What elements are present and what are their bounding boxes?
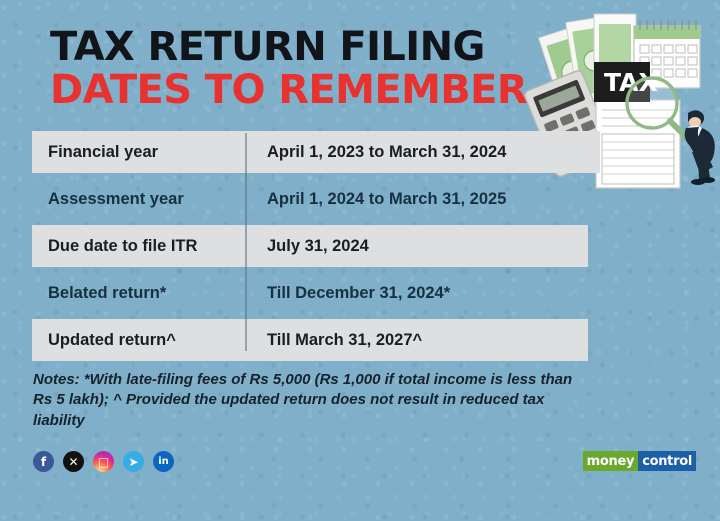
logo-control-part: control: [638, 451, 696, 471]
table-column-divider: [245, 133, 247, 351]
row-label: Due date to file ITR: [48, 236, 198, 255]
moneycontrol-logo: money control: [582, 451, 696, 471]
row-value: Till December 31, 2024*: [267, 283, 451, 302]
row-value: Till March 31, 2027^: [267, 330, 423, 349]
table-row: Belated return* Till December 31, 2024*: [32, 272, 588, 314]
dates-table: Financial year April 1, 2023 to March 31,…: [32, 131, 600, 366]
notes-text: Notes: *With late-filing fees of Rs 5,00…: [33, 371, 573, 429]
page-title: TAX RETURN FILING DATES TO REMEMBER: [50, 24, 528, 113]
magnifying-glass-icon: [625, 76, 687, 138]
facebook-icon[interactable]: f: [33, 451, 54, 472]
instagram-icon[interactable]: □: [93, 451, 114, 472]
tax-illustration: TAX: [524, 13, 715, 189]
tax-form-icon: [595, 99, 681, 189]
table-row: Updated return^ Till March 31, 2027^: [32, 319, 588, 361]
logo-money-part: money: [582, 451, 639, 471]
row-label: Belated return*: [48, 283, 167, 302]
table-row: Financial year April 1, 2023 to March 31,…: [32, 131, 600, 173]
row-value: July 31, 2024: [267, 236, 369, 255]
social-links: f ✕ □ ➤ in: [33, 451, 174, 472]
title-line-primary: TAX RETURN FILING: [50, 24, 485, 70]
row-value: April 1, 2024 to March 31, 2025: [267, 189, 507, 208]
row-value: April 1, 2023 to March 31, 2024: [267, 142, 507, 161]
title-line-secondary: DATES TO REMEMBER: [50, 66, 528, 113]
tax-label-icon: TAX: [594, 62, 658, 102]
row-label: Financial year: [48, 142, 159, 161]
table-row: Due date to file ITR July 31, 2024: [32, 225, 588, 267]
x-twitter-icon[interactable]: ✕: [63, 451, 84, 472]
telegram-icon[interactable]: ➤: [123, 451, 144, 472]
table-row: Assessment year April 1, 2024 to March 31…: [32, 178, 588, 220]
businessman-icon: [684, 110, 715, 185]
row-label: Updated return^: [48, 330, 176, 349]
linkedin-icon[interactable]: in: [153, 451, 174, 472]
row-label: Assessment year: [48, 189, 184, 208]
